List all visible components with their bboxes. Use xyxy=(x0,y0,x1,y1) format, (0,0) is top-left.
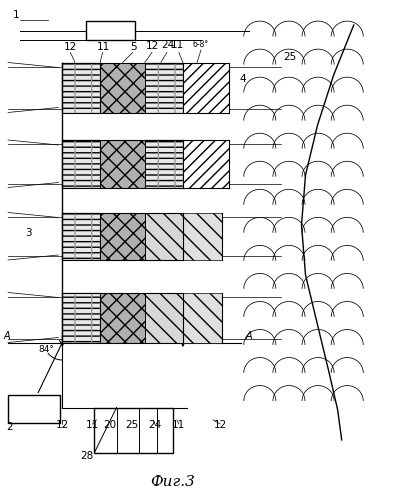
Text: 4: 4 xyxy=(239,74,246,85)
Bar xyxy=(144,212,182,260)
Bar xyxy=(144,292,182,343)
Text: 11: 11 xyxy=(97,42,110,52)
Text: 6-8°: 6-8° xyxy=(192,40,209,49)
Text: 11: 11 xyxy=(172,420,185,430)
Bar xyxy=(62,140,100,188)
Bar xyxy=(8,395,60,422)
Bar xyxy=(62,62,100,112)
Bar xyxy=(62,292,100,343)
Text: 84°: 84° xyxy=(38,346,54,354)
Bar xyxy=(62,292,100,343)
Text: 24: 24 xyxy=(148,420,161,430)
Bar xyxy=(62,62,100,112)
Bar xyxy=(182,292,222,343)
Bar xyxy=(144,62,182,112)
Text: 12: 12 xyxy=(56,420,69,430)
Text: 24: 24 xyxy=(161,40,174,50)
Text: 25: 25 xyxy=(282,52,295,62)
Bar xyxy=(86,21,134,40)
Text: 12: 12 xyxy=(64,42,77,52)
Text: A: A xyxy=(4,331,10,341)
Bar xyxy=(100,292,144,343)
Text: 20: 20 xyxy=(103,420,116,430)
Bar xyxy=(94,408,172,453)
Bar xyxy=(144,140,182,188)
Text: Фиг.3: Фиг.3 xyxy=(150,476,195,490)
Bar xyxy=(100,212,144,260)
Bar xyxy=(182,140,229,188)
Text: 12: 12 xyxy=(213,420,226,430)
Text: 3: 3 xyxy=(25,228,31,238)
Text: 11: 11 xyxy=(171,40,184,50)
Text: 25: 25 xyxy=(125,420,138,430)
Bar xyxy=(62,212,100,260)
Bar xyxy=(144,62,182,112)
Text: 2: 2 xyxy=(7,422,13,432)
Text: 11: 11 xyxy=(86,420,99,430)
Bar xyxy=(62,140,100,188)
Text: A: A xyxy=(245,331,251,341)
Bar xyxy=(100,62,144,112)
Text: 12: 12 xyxy=(146,41,159,51)
Text: 5: 5 xyxy=(130,42,137,52)
Bar xyxy=(182,212,222,260)
Bar xyxy=(144,140,182,188)
Text: 28: 28 xyxy=(80,451,93,461)
Bar xyxy=(62,212,100,260)
Bar xyxy=(182,62,229,112)
Bar xyxy=(100,140,144,188)
Text: 1: 1 xyxy=(13,10,19,20)
